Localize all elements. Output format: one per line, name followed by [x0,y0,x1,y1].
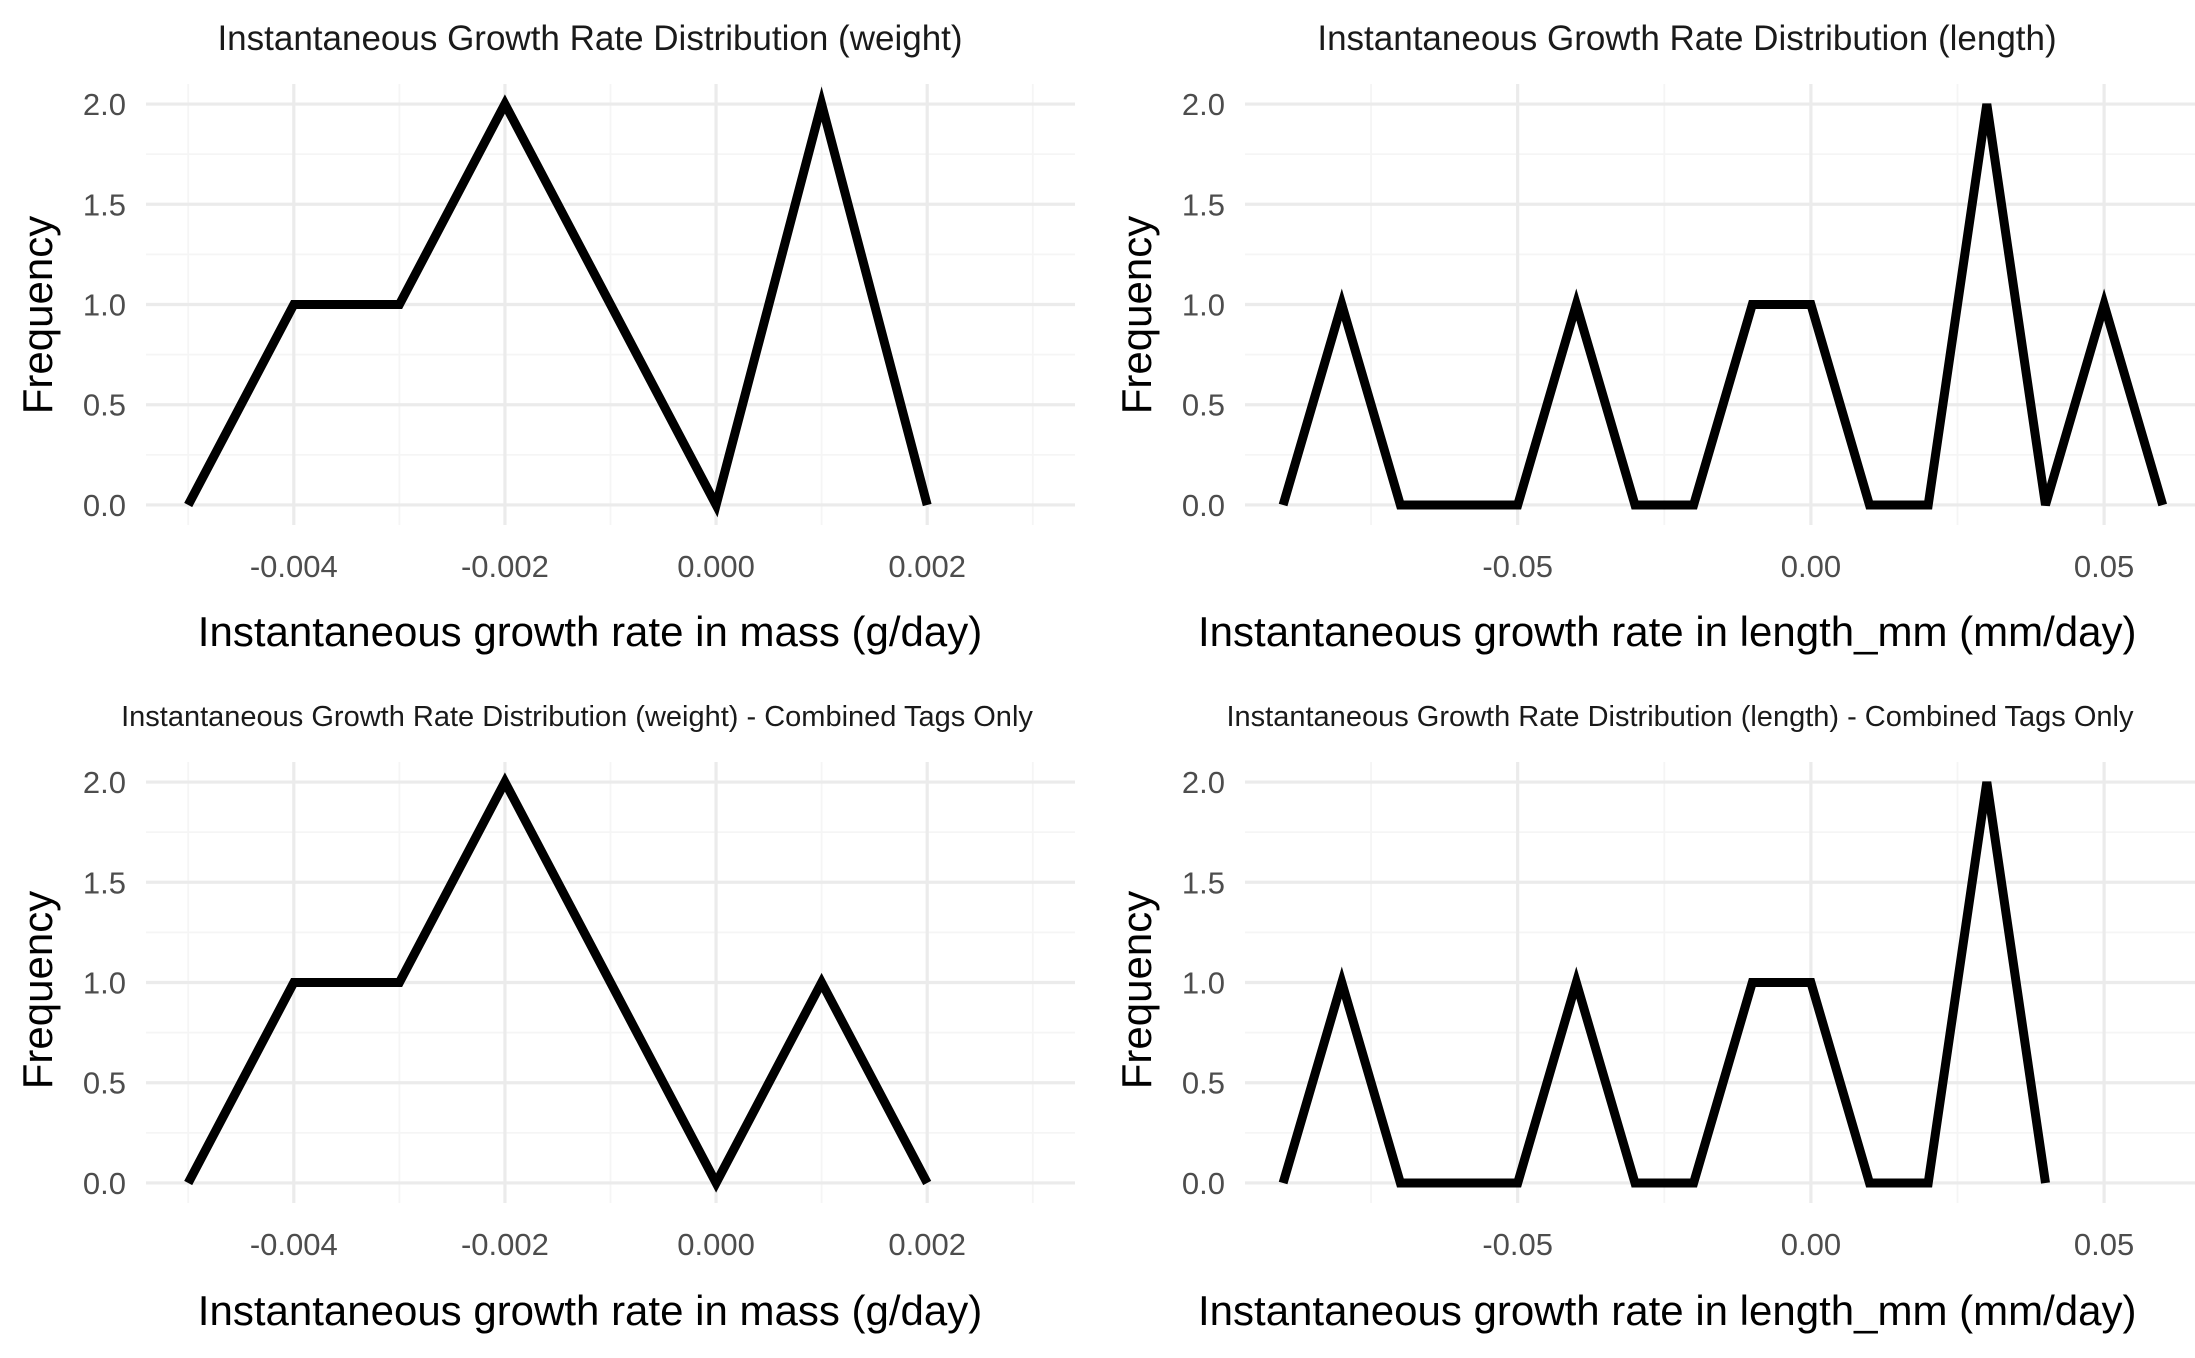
y-tick-label: 0.5 [83,1066,126,1101]
x-tick-labels: -0.004 -0.002 0.000 0.002 [250,549,966,584]
y-tick-label: 0.0 [83,488,126,523]
y-tick-label: 0.5 [1182,1066,1225,1101]
y-tick-label: 1.5 [1182,865,1225,900]
y-tick-label: 0.0 [83,1166,126,1201]
x-tick-labels: -0.05 0.00 0.05 [1482,549,2134,584]
y-tick-labels: 0.0 0.5 1.0 1.5 2.0 [83,87,126,523]
y-tick-label: 1.0 [1182,966,1225,1001]
x-tick-labels: -0.05 0.00 0.05 [1482,1227,2134,1262]
x-tick-label: 0.000 [677,549,755,584]
y-axis-label: Frequency [14,891,61,1089]
panel-length: Instantaneous Growth Rate Distribution (… [1113,19,2195,655]
chart-title: Instantaneous Growth Rate Distribution (… [121,701,1033,733]
y-tick-label: 2.0 [83,765,126,800]
x-tick-label: -0.002 [461,549,549,584]
x-tick-labels: -0.004 -0.002 0.000 0.002 [250,1227,966,1262]
y-tick-label: 1.5 [83,187,126,222]
x-tick-label: -0.05 [1482,549,1553,584]
y-tick-label: 1.5 [1182,187,1225,222]
x-tick-label: -0.004 [250,1227,338,1262]
y-tick-labels: 0.0 0.5 1.0 1.5 2.0 [1182,765,1225,1201]
x-tick-label: 0.00 [1781,549,1841,584]
chart-title: Instantaneous Growth Rate Distribution (… [217,19,962,58]
x-axis-label: Instantaneous growth rate in length_mm (… [1198,1287,2136,1334]
y-tick-labels: 0.0 0.5 1.0 1.5 2.0 [1182,87,1225,523]
y-tick-label: 2.0 [1182,765,1225,800]
x-tick-label: -0.05 [1482,1227,1553,1262]
x-tick-label: 0.000 [677,1227,755,1262]
gridlines [146,84,1075,525]
x-tick-label: -0.004 [250,549,338,584]
y-tick-label: 1.0 [83,288,126,323]
y-tick-label: 0.5 [1182,388,1225,423]
panel-weight-combined: Instantaneous Growth Rate Distribution (… [14,701,1075,1334]
x-tick-label: 0.00 [1781,1227,1841,1262]
y-axis-label: Frequency [14,216,61,414]
panel-weight: Instantaneous Growth Rate Distribution (… [14,19,1075,655]
y-tick-labels: 0.0 0.5 1.0 1.5 2.0 [83,765,126,1201]
y-axis-label: Frequency [1113,891,1160,1089]
x-axis-label: Instantaneous growth rate in mass (g/day… [198,1287,982,1334]
chart-title: Instantaneous Growth Rate Distribution (… [1317,19,2056,58]
y-tick-label: 0.0 [1182,1166,1225,1201]
y-tick-label: 1.5 [83,865,126,900]
x-tick-label: 0.002 [888,549,966,584]
y-tick-label: 0.5 [83,388,126,423]
y-tick-label: 0.0 [1182,488,1225,523]
x-axis-label: Instantaneous growth rate in length_mm (… [1198,608,2136,655]
x-tick-label: 0.002 [888,1227,966,1262]
y-tick-label: 1.0 [1182,288,1225,323]
x-axis-label: Instantaneous growth rate in mass (g/day… [198,608,982,655]
chart-title: Instantaneous Growth Rate Distribution (… [1227,701,2134,733]
y-tick-label: 2.0 [1182,87,1225,122]
series-line [184,772,932,1193]
x-tick-label: 0.05 [2074,549,2134,584]
series-line [1278,781,2050,1188]
y-tick-label: 2.0 [83,87,126,122]
x-tick-label: 0.05 [2074,1227,2134,1262]
series-line [184,86,932,518]
y-axis-label: Frequency [1113,216,1160,414]
x-tick-label: -0.002 [461,1227,549,1262]
panel-length-combined: Instantaneous Growth Rate Distribution (… [1113,701,2195,1334]
series-line [1278,103,2168,510]
y-tick-label: 1.0 [83,966,126,1001]
